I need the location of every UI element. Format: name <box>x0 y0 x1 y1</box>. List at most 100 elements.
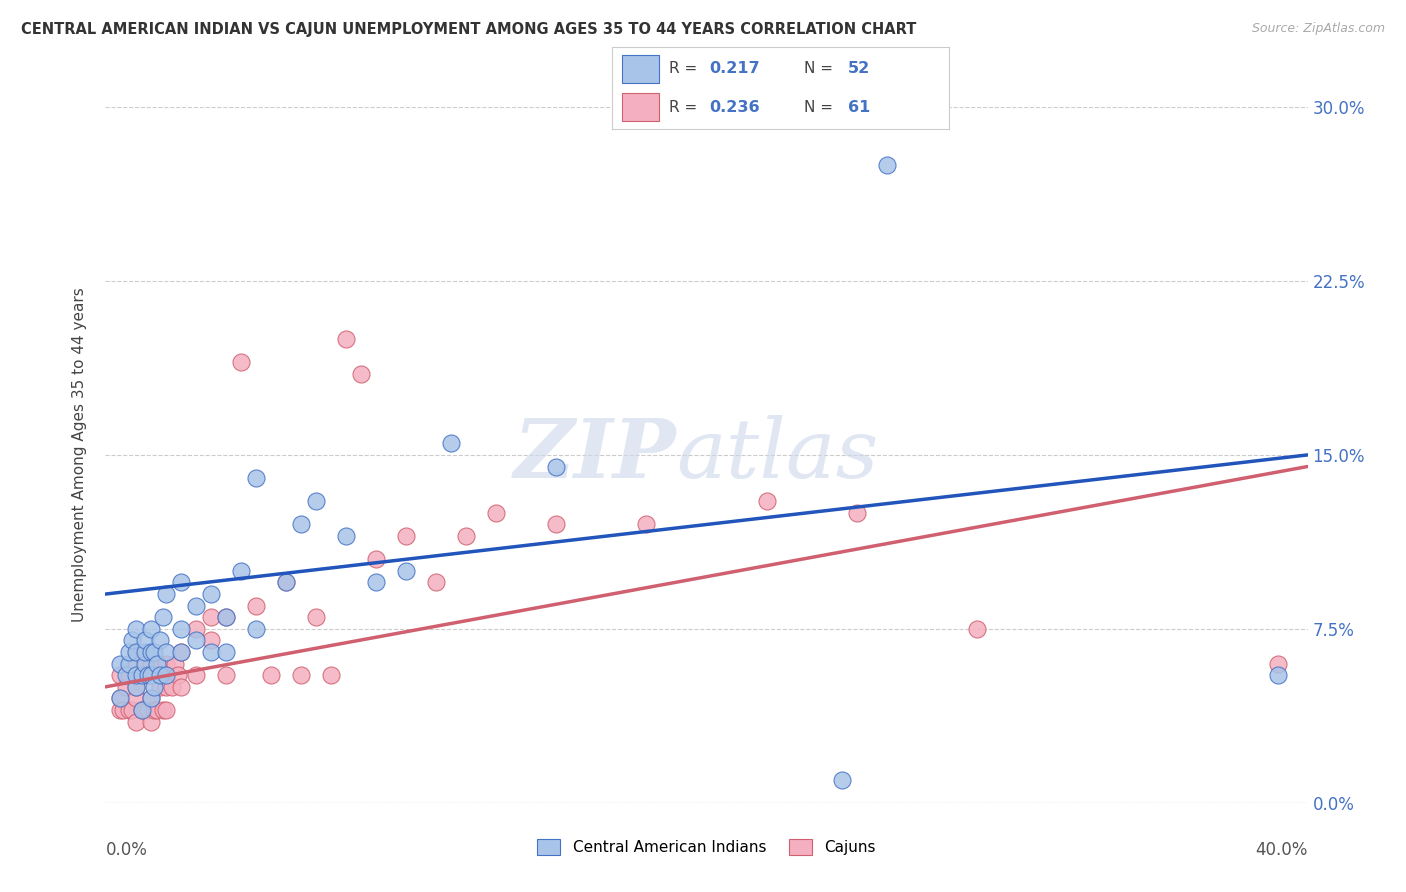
Point <box>876 158 898 172</box>
Point <box>184 622 207 636</box>
Point <box>124 657 146 671</box>
Point <box>118 645 141 659</box>
Point <box>115 668 138 682</box>
Point <box>139 714 162 729</box>
Point <box>440 436 463 450</box>
Point <box>118 703 141 717</box>
Text: R =: R = <box>669 62 702 76</box>
Point <box>755 494 778 508</box>
Point <box>139 657 162 671</box>
Point <box>131 703 153 717</box>
Point <box>139 691 162 706</box>
Point <box>485 506 508 520</box>
Point <box>155 645 177 659</box>
Point <box>200 587 222 601</box>
Point <box>335 529 357 543</box>
Point <box>169 645 191 659</box>
Point <box>214 610 236 624</box>
Bar <box>621 54 659 83</box>
Point <box>148 680 170 694</box>
Point <box>121 633 143 648</box>
Point <box>169 575 191 590</box>
Text: 52: 52 <box>848 62 870 76</box>
Point <box>118 657 141 671</box>
Point <box>163 657 186 671</box>
Point <box>274 575 297 590</box>
Point <box>454 529 477 543</box>
Point <box>131 668 153 682</box>
Point <box>124 668 146 682</box>
Point <box>636 517 658 532</box>
Point <box>139 645 162 659</box>
Text: Source: ZipAtlas.com: Source: ZipAtlas.com <box>1251 22 1385 36</box>
Point <box>124 714 146 729</box>
Point <box>139 622 162 636</box>
Bar <box>621 94 659 121</box>
Point <box>110 691 132 706</box>
Point <box>184 668 207 682</box>
Point <box>134 657 156 671</box>
Point <box>169 645 191 659</box>
Point <box>350 367 373 381</box>
Point <box>184 599 207 613</box>
Point <box>845 506 868 520</box>
Point <box>425 575 447 590</box>
Point <box>148 657 170 671</box>
Text: 0.0%: 0.0% <box>105 841 148 859</box>
Point <box>134 645 156 659</box>
Point <box>124 645 146 659</box>
Point <box>395 564 418 578</box>
Point <box>134 703 156 717</box>
Text: ZIP: ZIP <box>513 415 676 495</box>
Point <box>142 645 165 659</box>
Legend: Central American Indians, Cajuns: Central American Indians, Cajuns <box>531 833 882 862</box>
Point <box>274 575 297 590</box>
Point <box>160 680 183 694</box>
Point <box>245 622 267 636</box>
Point <box>169 680 191 694</box>
Text: 0.236: 0.236 <box>710 100 761 115</box>
Point <box>110 703 132 717</box>
Point <box>131 703 153 717</box>
Text: N =: N = <box>804 62 838 76</box>
Text: CENTRAL AMERICAN INDIAN VS CAJUN UNEMPLOYMENT AMONG AGES 35 TO 44 YEARS CORRELAT: CENTRAL AMERICAN INDIAN VS CAJUN UNEMPLO… <box>21 22 917 37</box>
Point <box>136 703 159 717</box>
Text: N =: N = <box>804 100 838 115</box>
Point <box>124 680 146 694</box>
Point <box>395 529 418 543</box>
Point <box>110 668 132 682</box>
Point <box>831 772 853 787</box>
Point <box>152 610 174 624</box>
Point <box>124 691 146 706</box>
Point <box>155 587 177 601</box>
Point <box>145 657 167 671</box>
Point <box>184 633 207 648</box>
Point <box>124 622 146 636</box>
Point <box>155 703 177 717</box>
Point <box>214 610 236 624</box>
Point <box>155 668 177 682</box>
Point <box>214 645 236 659</box>
Point <box>169 622 191 636</box>
Point <box>115 680 138 694</box>
Point <box>966 622 988 636</box>
Text: 0.217: 0.217 <box>710 62 761 76</box>
Point <box>148 633 170 648</box>
Point <box>200 645 222 659</box>
Point <box>134 668 156 682</box>
Text: atlas: atlas <box>676 415 879 495</box>
Point <box>245 599 267 613</box>
Point <box>364 575 387 590</box>
Point <box>142 703 165 717</box>
Point <box>290 668 312 682</box>
Point <box>124 645 146 659</box>
Text: R =: R = <box>669 100 702 115</box>
Point <box>139 668 162 682</box>
Point <box>145 668 167 682</box>
Point <box>546 517 568 532</box>
Point <box>200 610 222 624</box>
Point <box>118 668 141 682</box>
Text: 61: 61 <box>848 100 870 115</box>
Point <box>305 610 328 624</box>
Point <box>134 633 156 648</box>
